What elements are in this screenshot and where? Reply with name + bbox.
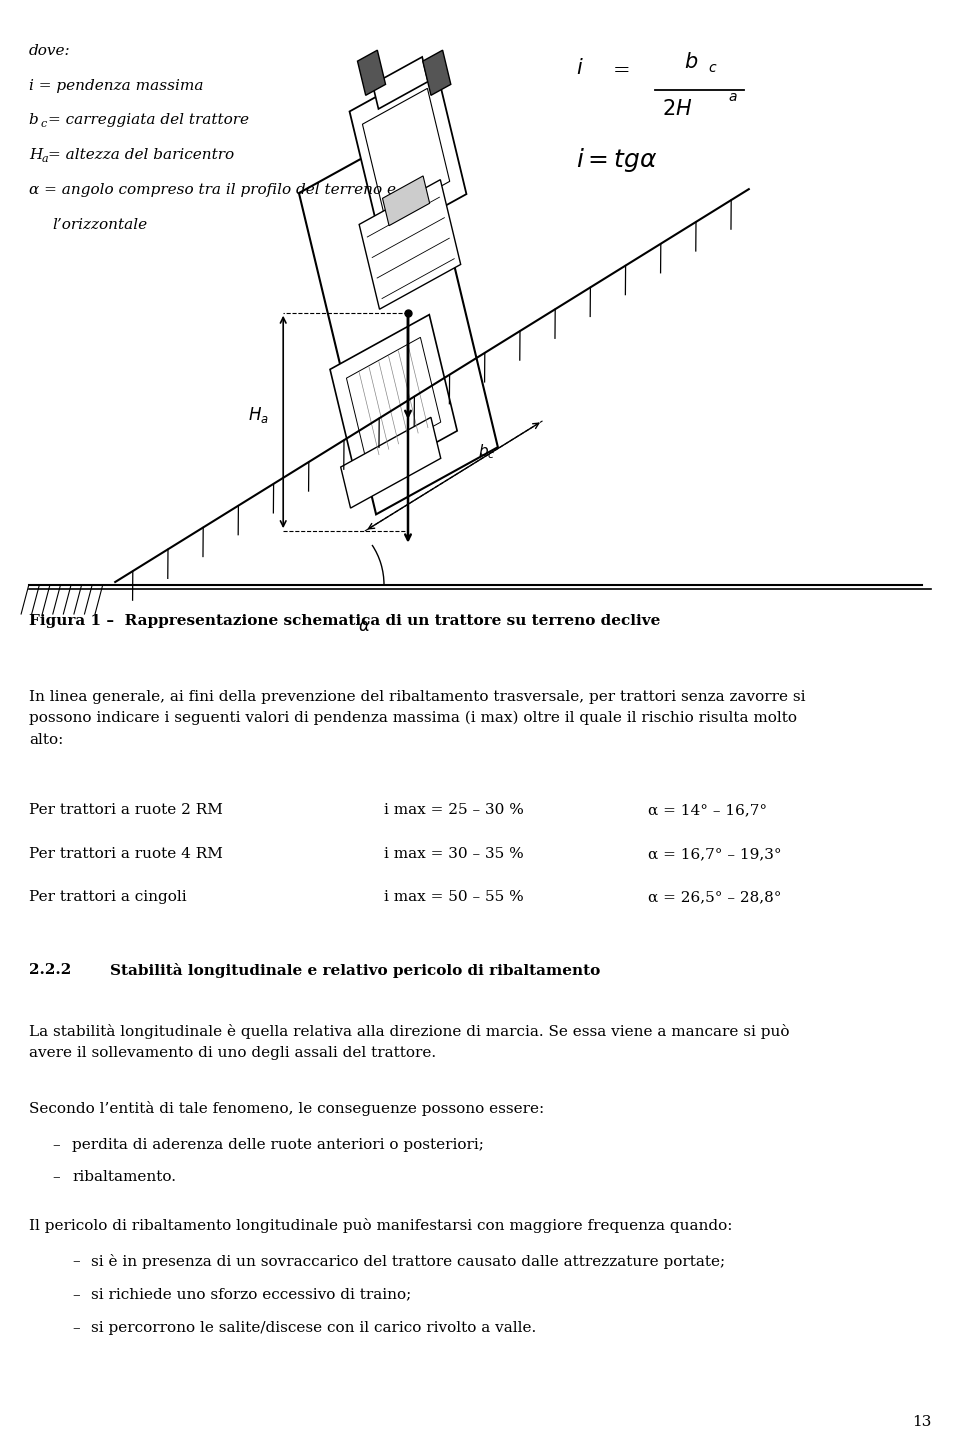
Text: –: – [72,1288,80,1302]
Text: α = angolo compreso tra il profilo del terreno e: α = angolo compreso tra il profilo del t… [29,183,396,198]
Text: i max = 25 – 30 %: i max = 25 – 30 % [384,803,524,818]
Text: Figura 1 –  Rappresentazione schematica di un trattore su terreno declive: Figura 1 – Rappresentazione schematica d… [29,614,660,629]
Text: –: – [53,1138,60,1152]
Text: si è in presenza di un sovraccarico del trattore causato dalle attrezzature port: si è in presenza di un sovraccarico del … [91,1254,726,1269]
Text: $i = tg\alpha$: $i = tg\alpha$ [576,146,658,173]
Text: α = 26,5° – 28,8°: α = 26,5° – 28,8° [648,890,781,905]
Text: α = 14° – 16,7°: α = 14° – 16,7° [648,803,767,818]
Text: Stabilità longitudinale e relativo pericolo di ribaltamento: Stabilità longitudinale e relativo peric… [110,963,601,978]
Text: $i$: $i$ [576,58,584,79]
Text: c: c [40,119,47,129]
Polygon shape [382,176,430,226]
Polygon shape [357,49,386,96]
Text: Il pericolo di ribaltamento longitudinale può manifestarsi con maggiore frequenz: Il pericolo di ribaltamento longitudinal… [29,1218,732,1232]
Text: l’orizzontale: l’orizzontale [53,218,148,233]
Polygon shape [299,125,498,515]
Text: $\alpha$: $\alpha$ [358,617,372,634]
Text: a: a [41,154,48,164]
Polygon shape [363,89,449,217]
Polygon shape [372,57,428,109]
Text: –: – [53,1170,60,1184]
Polygon shape [347,338,441,463]
Text: $b$: $b$ [684,52,698,73]
Text: $2H$: $2H$ [662,99,693,119]
Polygon shape [359,179,461,310]
Text: H: H [29,148,42,163]
Text: –: – [72,1254,80,1269]
Text: = altezza del baricentro: = altezza del baricentro [48,148,234,163]
Text: $a$: $a$ [728,90,737,105]
Text: i max = 30 – 35 %: i max = 30 – 35 % [384,847,524,861]
Text: i = pendenza massima: i = pendenza massima [29,79,204,93]
Text: Per trattori a ruote 2 RM: Per trattori a ruote 2 RM [29,803,223,818]
Polygon shape [341,418,441,508]
Text: $c$: $c$ [708,61,717,76]
Text: In linea generale, ai fini della prevenzione del ribaltamento trasversale, per t: In linea generale, ai fini della prevenz… [29,690,805,746]
Text: $H_a$: $H_a$ [248,404,269,425]
Text: α = 16,7° – 19,3°: α = 16,7° – 19,3° [648,847,781,861]
Text: si percorrono le salite/discese con il carico rivolto a valle.: si percorrono le salite/discese con il c… [91,1321,537,1336]
Text: Per trattori a ruote 4 RM: Per trattori a ruote 4 RM [29,847,223,861]
Polygon shape [422,49,451,96]
Text: 13: 13 [912,1414,931,1429]
Text: si richiede uno sforzo eccessivo di traino;: si richiede uno sforzo eccessivo di trai… [91,1288,412,1302]
Text: perdita di aderenza delle ruote anteriori o posteriori;: perdita di aderenza delle ruote anterior… [72,1138,484,1152]
Polygon shape [330,314,457,486]
Text: Secondo l’entità di tale fenomeno, le conseguenze possono essere:: Secondo l’entità di tale fenomeno, le co… [29,1101,544,1116]
Text: b: b [29,113,38,128]
Text: i max = 50 – 55 %: i max = 50 – 55 % [384,890,524,905]
Text: La stabilità longitudinale è quella relativa alla direzione di marcia. Se essa v: La stabilità longitudinale è quella rela… [29,1024,789,1061]
Text: = carreggiata del trattore: = carreggiata del trattore [48,113,249,128]
Text: dove:: dove: [29,44,70,58]
Text: 2.2.2: 2.2.2 [29,963,71,978]
Polygon shape [349,64,467,242]
Text: Per trattori a cingoli: Per trattori a cingoli [29,890,186,905]
Text: ribaltamento.: ribaltamento. [72,1170,176,1184]
Text: $b_c$: $b_c$ [478,442,495,461]
Text: =: = [612,61,630,80]
Text: –: – [72,1321,80,1336]
